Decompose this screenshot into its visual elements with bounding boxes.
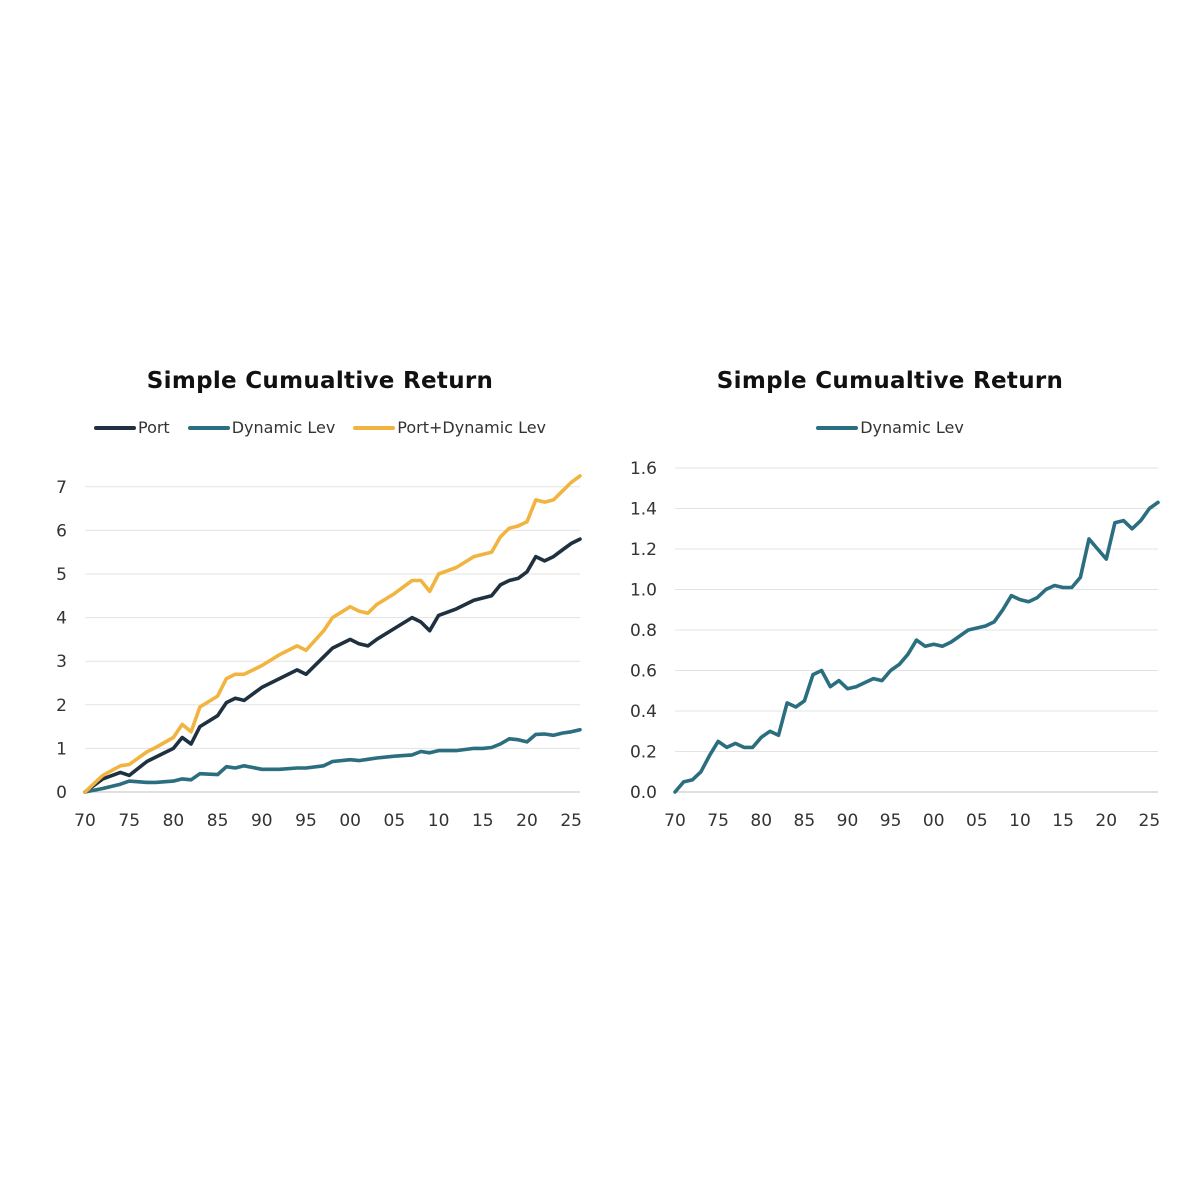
legend-item-dynamic-lev: Dynamic Lev [816,418,964,437]
x-tick-label: 70 [74,811,96,831]
x-tick-label: 20 [516,811,538,831]
legend-swatch-port [93,425,136,430]
y-tick-label: 0 [56,783,67,803]
x-tick-label: 90 [837,811,859,831]
legend-swatch-dynamic-lev [816,425,859,430]
x-tick-label: 00 [923,811,945,831]
plot-area-left: 0 1 2 3 4 5 6 7 70 75 80 85 90 95 00 05 10 15 20 25 [56,474,582,831]
y-tick-label: 0.2 [630,743,657,763]
plot-area-right: 0.0 0.2 0.4 0.6 0.8 1.0 1.2 1.4 1.6 70 75 80 85 90 95 0… [630,459,1161,831]
series-line-port [83,537,582,794]
x-tick-label: 90 [251,811,273,831]
x-tick-label: 25 [560,811,582,831]
y-tick-label: 7 [56,478,67,498]
y-tick-label: 5 [56,565,67,585]
legend-label-dynamic-lev: Dynamic Lev [860,418,964,437]
y-tick-label: 1.2 [630,540,657,560]
x-tick-label: 70 [664,811,686,831]
x-tick-label: 15 [1052,811,1074,831]
legend-item-dynamic-lev: Dynamic Lev [187,418,336,437]
x-tick-label: 10 [1009,811,1031,831]
legend-label-port-dynamic-lev: Port+Dynamic Lev [397,418,547,437]
chart-legend: Port Dynamic Lev Port+Dynamic Lev [40,418,600,437]
y-tick-label: 1.0 [630,581,657,601]
x-tick-label: 80 [750,811,772,831]
y-tick-label: 0.8 [630,621,657,641]
y-tick-label: 0.4 [630,702,657,722]
y-tick-label: 6 [56,521,67,541]
x-tick-label: 00 [339,811,361,831]
y-tick-label: 2 [56,696,67,716]
x-tick-label: 75 [707,811,729,831]
legend-swatch-port-dynamic-lev [353,425,396,430]
x-tick-label: 25 [1139,811,1161,831]
x-tick-label: 05 [384,811,406,831]
x-tick-label: 85 [794,811,816,831]
y-tick-label: 0.0 [630,783,657,803]
y-tick-label: 1.6 [630,459,657,479]
x-tick-label: 75 [118,811,140,831]
x-tick-label: 20 [1095,811,1117,831]
x-tick-label: 95 [295,811,317,831]
chart-legend: Dynamic Lev [610,418,1170,437]
x-tick-label: 15 [472,811,494,831]
x-tick-label: 85 [207,811,229,831]
y-tick-label: 1 [56,739,67,759]
x-tick-label: 80 [163,811,185,831]
x-tick-label: 95 [880,811,902,831]
chart-panel-left: Simple Cumualtive Return Port Dynamic Le… [40,360,600,850]
y-tick-label: 4 [56,609,67,629]
series-line-dynamic-lev [83,727,582,794]
x-tick-label: 05 [966,811,988,831]
chart-title: Simple Cumualtive Return [146,368,494,394]
legend-label-port: Port [137,418,170,437]
legend-label-dynamic-lev: Dynamic Lev [231,418,336,437]
x-tick-label: 10 [428,811,450,831]
y-tick-label: 3 [56,652,67,672]
series-line-dynamic-lev [673,500,1160,794]
legend-item-port-dynamic-lev: Port+Dynamic Lev [353,418,546,437]
series-line-port-dynamic-lev [83,474,582,794]
chart-panel-right: Simple Cumualtive Return Dynamic Lev 0.0… [610,360,1170,850]
y-tick-label: 1.4 [630,500,657,520]
y-tick-label: 0.6 [630,662,657,682]
legend-item-port: Port [93,418,170,437]
chart-title: Simple Cumualtive Return [716,368,1064,394]
legend-swatch-dynamic-lev [187,425,230,430]
